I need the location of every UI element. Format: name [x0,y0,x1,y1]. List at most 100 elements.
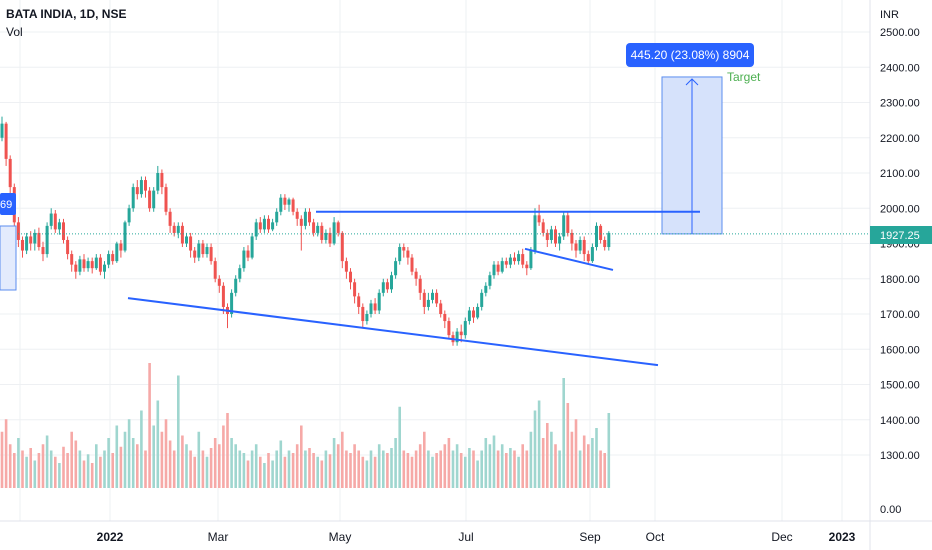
candle-body [209,247,213,262]
volume-bar [168,440,172,488]
price-axis-label: 2400.00 [880,62,920,74]
volume-bar [521,444,524,488]
volume-bar [41,444,45,488]
left-projection-box [0,225,17,291]
volume-bar [439,450,442,488]
price-axis-label: 2500.00 [880,27,920,39]
volume-bar [283,456,287,488]
volume-bar [209,448,213,488]
volume-bar [324,450,328,488]
volume-bar [431,456,434,488]
candle-body [0,123,4,138]
candle-body [545,232,549,240]
lower-trendline[interactable] [127,297,659,367]
volume-bar [152,425,155,488]
candle-body [344,261,348,272]
candle-body [283,197,287,205]
candle-body [70,254,74,265]
current-price-value: 1927.25 [880,230,920,242]
candle-body [435,292,439,304]
volume-bar [193,456,196,488]
candle-body [49,213,53,226]
time-axis[interactable]: 2022 Mar May Jul Sep Oct Dec 2023 [97,530,856,544]
volume-bar [603,453,606,488]
volume-bar [115,425,119,488]
candle-body [41,247,45,255]
volume-bar [189,450,192,488]
volume-bar [447,438,451,488]
volume-bar [365,460,369,488]
candle-body [205,247,209,255]
volume-bar [177,375,180,488]
candle-body [291,199,295,212]
volume-bar [537,400,541,488]
candle-body [533,215,537,251]
candle-body [21,239,24,251]
volume-bar [451,450,455,488]
volume-bar [74,440,78,488]
candle-body [554,229,557,244]
candle-body [496,264,500,272]
volume-bar [238,450,242,488]
candle-body [500,261,504,272]
symbol-title: BATA INDIA, 1D, NSE [6,7,126,21]
volume-bar [164,419,168,488]
volume-bar [131,438,135,488]
candle-body [37,232,41,248]
candle-body [377,292,381,311]
volume-bar [464,456,467,488]
candle-body [267,218,270,230]
volume-bar [332,438,336,488]
price-axis[interactable]: 2500.00 2400.00 2300.00 2200.00 2100.00 2000.… [880,27,920,516]
candle-body [476,306,480,318]
volume-bar [500,444,504,488]
candle-body [508,257,512,265]
volume-bar [357,450,360,488]
candle-body [328,232,332,244]
arrowhead-icon [685,78,699,86]
volume-bar [607,413,611,488]
volume-bar [455,444,459,488]
volume-bar [90,463,94,488]
volume-bar [246,460,250,488]
candle-body [180,225,184,244]
price-axis-label: 2200.00 [880,133,920,145]
candle-body [316,225,320,233]
volume-bar [377,444,381,488]
volume-bar [517,456,520,488]
trend-drawings[interactable] [0,76,870,367]
volume-bar [336,444,340,488]
volume-bar [8,444,12,488]
candle-body [484,285,488,293]
volume-bar [144,450,147,488]
candle-body [66,239,70,255]
candle-body [275,211,279,223]
time-axis-label: Sep [579,530,601,544]
volume-bar [476,460,479,488]
candle-body [98,257,102,272]
candle-body [94,257,98,269]
volume-bar [480,450,483,488]
price-axis-label: 1500.00 [880,380,920,392]
volume-indicator-label: Vol [6,25,23,39]
volume-bar [0,431,4,488]
price-axis-label: 1800.00 [880,274,920,286]
volume-bar [398,406,401,488]
volume-bar [595,428,598,488]
volume-bar [554,444,557,488]
volume-bar [373,456,377,488]
candle-body [62,222,65,240]
volume-bar [33,460,37,488]
candle-body [139,180,143,195]
candle-body [566,215,570,233]
volume-bar [66,453,69,488]
candle-body [217,278,221,286]
candle-body [189,236,193,251]
candle-body [8,158,12,188]
volume-bar [345,450,348,488]
wedge-trendline[interactable] [524,247,614,271]
volume-bar [402,450,406,488]
candle-body [381,282,385,293]
volume-bar [341,431,344,488]
